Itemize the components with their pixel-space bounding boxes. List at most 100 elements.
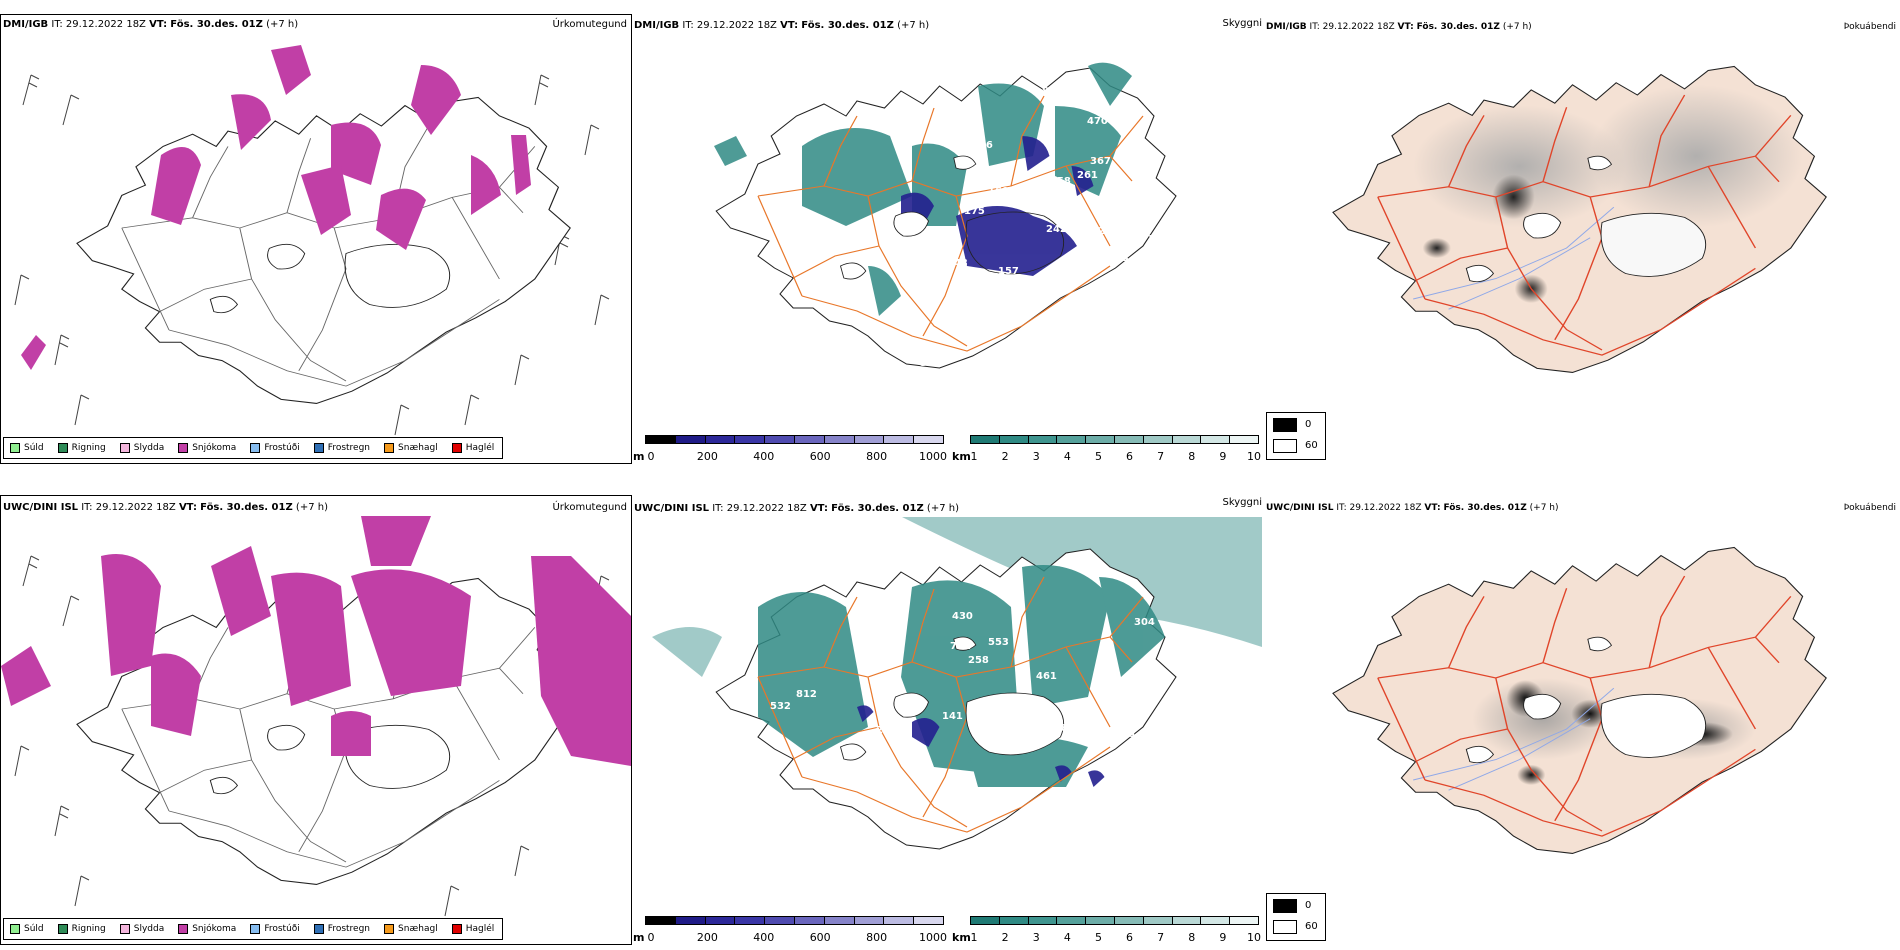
fog-panel-bottom: UWC/DINI ISL IT: 29.12.2022 18Z VT: Fös.… bbox=[1262, 495, 1900, 945]
legend-label: Snjókoma bbox=[192, 443, 237, 453]
scale-tick-label: 400 bbox=[753, 931, 775, 944]
vis-label: 751 bbox=[1062, 96, 1083, 107]
vis-label: 753 bbox=[1020, 697, 1041, 708]
legend-item-3: Snjókoma bbox=[178, 924, 236, 934]
vis-label: 242 bbox=[1046, 224, 1067, 235]
it-value: 29.12.2022 18Z bbox=[726, 503, 807, 514]
vis-label: 261 bbox=[1077, 170, 1098, 181]
vis-label: 20 bbox=[876, 725, 890, 736]
param-name: Skyggni bbox=[1222, 497, 1262, 508]
lead-time: (+7 h) bbox=[897, 20, 930, 31]
visibility-map: 850 751 470 112 116 158 261 367 159 160 … bbox=[714, 62, 1177, 369]
precip-type-panel-bottom: UWC/DINI ISL IT: 29.12.2022 18Z VT: Fös.… bbox=[0, 495, 632, 945]
it-label: IT: bbox=[682, 20, 694, 31]
legend-label: Snjókoma bbox=[192, 924, 237, 934]
it-label: IT: bbox=[81, 502, 93, 513]
legend-item-7: Haglél bbox=[451, 924, 494, 934]
scale-unit: km bbox=[952, 450, 971, 463]
legend-label: Frostregn bbox=[327, 443, 371, 453]
vis-label: 367 bbox=[1090, 156, 1111, 167]
panel-header: DMI/IGB IT: 29.12.2022 18Z VT: Fös. 30.d… bbox=[1266, 22, 1896, 36]
fog-swatch-0 bbox=[1273, 899, 1297, 913]
fog-legend-top: 0 60 bbox=[1266, 412, 1326, 460]
it-value: 29.12.2022 18Z bbox=[95, 502, 176, 513]
vis-label: 128 bbox=[1056, 278, 1077, 289]
legend-item-4: Frostúði bbox=[250, 924, 300, 934]
scale-swatch bbox=[764, 916, 795, 925]
vt-label: VT: bbox=[1424, 503, 1441, 513]
scale-unit: km bbox=[952, 931, 971, 944]
legend-label: Súld bbox=[24, 924, 44, 934]
scale-swatch bbox=[1085, 435, 1115, 444]
precip-map bbox=[1, 516, 631, 917]
vis-label: 72 bbox=[756, 757, 770, 768]
legend-label: Rigning bbox=[71, 924, 106, 934]
legend-swatch bbox=[57, 443, 68, 453]
panel-header: UWC/DINI ISL IT: 29.12.2022 18Z VT: Fös.… bbox=[1266, 503, 1896, 517]
legend-label: Slydda bbox=[133, 443, 165, 453]
scale-swatch bbox=[913, 916, 944, 925]
scale-swatch bbox=[1027, 916, 1058, 925]
legend-swatch bbox=[10, 924, 20, 934]
param-name: Skyggni bbox=[1222, 18, 1262, 29]
vis-label: 461 bbox=[1036, 671, 1057, 682]
scale-swatch bbox=[1200, 435, 1231, 444]
scale-tick-label: 600 bbox=[809, 450, 831, 463]
scale-swatch bbox=[883, 435, 915, 444]
scale-swatch bbox=[1056, 435, 1087, 444]
vis-label: 165 bbox=[1148, 234, 1169, 245]
it-label: IT: bbox=[1336, 503, 1347, 513]
scale-tick-label: 4 bbox=[1063, 931, 1071, 944]
scale-tick-label: 10 bbox=[1247, 931, 1261, 944]
model-name: UWC/DINI ISL bbox=[634, 503, 710, 514]
scale-unit: m bbox=[633, 931, 645, 944]
vis-label: 141 bbox=[942, 711, 963, 722]
legend-label: Snæhagl bbox=[398, 924, 438, 934]
vis-label: 143 bbox=[1108, 253, 1129, 264]
scale-swatch bbox=[674, 435, 706, 444]
lead-time: (+7 h) bbox=[926, 503, 959, 514]
vt-label: VT: bbox=[149, 19, 168, 30]
scale-tick-label: 2 bbox=[1001, 450, 1009, 463]
vis-label: 158 bbox=[896, 703, 917, 714]
scale-km-bottom: km 1 2 3 4 5 6 7 8 9 10 bbox=[952, 916, 1261, 944]
legend-swatch bbox=[178, 924, 189, 934]
scale-swatch bbox=[1171, 435, 1202, 444]
model-name: UWC/DINI ISL bbox=[1266, 503, 1334, 513]
scale-km-top: km 1 2 3 4 5 6 7 8 9 10 bbox=[952, 435, 1261, 463]
vt-value: Fös. 30.des. 01Z bbox=[170, 19, 263, 30]
legend-swatch bbox=[313, 443, 324, 453]
legend-swatch bbox=[384, 443, 395, 453]
scale-tick-label: 9 bbox=[1219, 450, 1227, 463]
vis-label: 741 bbox=[950, 641, 971, 652]
vis-label: 157 bbox=[998, 266, 1019, 277]
legend-label: Rigning bbox=[71, 443, 106, 453]
vis-label: 175 bbox=[964, 206, 985, 217]
scale-swatch bbox=[1200, 916, 1231, 925]
legend-item-3: Snjókoma bbox=[178, 443, 236, 453]
vis-label: 112 bbox=[950, 140, 971, 151]
scale-tick-label: 4 bbox=[1063, 450, 1071, 463]
scale-swatch bbox=[1114, 435, 1144, 444]
fog-label-60: 60 bbox=[1305, 921, 1318, 932]
scale-tick-label: 7 bbox=[1157, 931, 1165, 944]
scale-swatch bbox=[1056, 916, 1087, 925]
param-name: Þokuábendi bbox=[1843, 503, 1896, 513]
vis-value-labels-top: 850 751 470 112 116 158 261 367 159 160 … bbox=[792, 86, 1169, 369]
lead-time: (+7 h) bbox=[1502, 22, 1532, 32]
fog-panel-top: DMI/IGB IT: 29.12.2022 18Z VT: Fös. 30.d… bbox=[1262, 14, 1900, 464]
legend-swatch bbox=[451, 924, 462, 934]
legend-label: Haglél bbox=[465, 443, 495, 453]
fog-label-0: 0 bbox=[1305, 419, 1312, 430]
legend-label: Frostúði bbox=[264, 924, 300, 934]
vis-label: 143 bbox=[947, 258, 968, 269]
snow-areas bbox=[21, 45, 531, 370]
legend-item-4: Frostúði bbox=[250, 443, 300, 453]
legend-swatch bbox=[178, 443, 189, 453]
vis-label: 116 bbox=[972, 140, 993, 151]
panel-header: DMI/IGB IT: 29.12.2022 18Z VT: Fös. 30.d… bbox=[3, 19, 627, 33]
vis-label: 186 bbox=[1114, 729, 1135, 740]
vis-label: 102 bbox=[1110, 278, 1131, 289]
legend-swatch bbox=[250, 443, 261, 453]
scale-tick-label: 8 bbox=[1188, 931, 1196, 944]
